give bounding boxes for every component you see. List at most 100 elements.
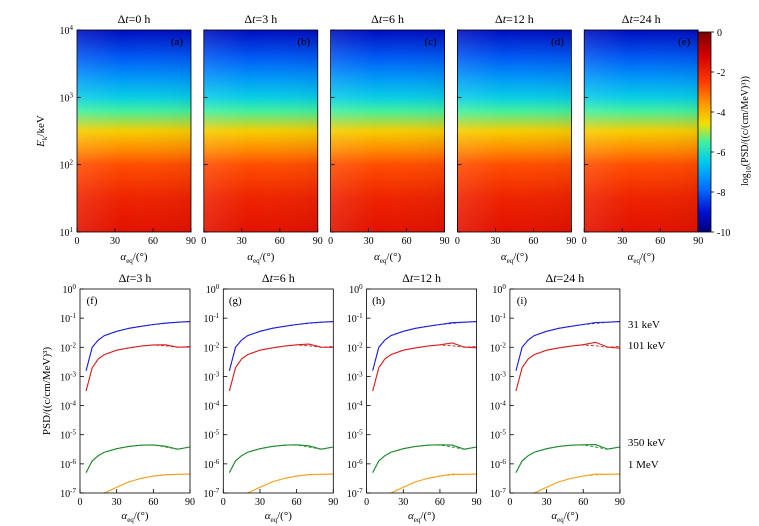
series-line bbox=[246, 473, 334, 493]
x-tick-label: 60 bbox=[578, 497, 588, 508]
x-tick-label: 30 bbox=[237, 236, 247, 247]
x-axis-label: αeq/(°) bbox=[628, 251, 656, 265]
series-line bbox=[228, 343, 334, 392]
x-axis-label: αeq/(°) bbox=[121, 510, 149, 524]
y-tick-label: 102 bbox=[60, 159, 74, 172]
heatmap-frame bbox=[330, 29, 446, 233]
heatmap-shade bbox=[77, 30, 191, 232]
y-tick-label: 10-2 bbox=[60, 341, 76, 354]
x-tick-label: 30 bbox=[255, 497, 265, 508]
heatmap-shade bbox=[203, 30, 318, 232]
panel-label: (b) bbox=[297, 36, 310, 48]
y-tick-label: 10-5 bbox=[347, 429, 363, 442]
x-tick-label: 30 bbox=[112, 497, 122, 508]
series-line bbox=[372, 342, 477, 392]
x-tick-label: 0 bbox=[201, 236, 206, 247]
series-line bbox=[515, 341, 620, 392]
x-tick-label: 60 bbox=[402, 236, 412, 247]
panel-label: (c) bbox=[424, 36, 437, 48]
x-axis-label: αeq/(°) bbox=[120, 251, 148, 265]
colorbar-scale bbox=[697, 31, 712, 233]
series-line bbox=[372, 444, 477, 473]
y-tick-label: 10-4 bbox=[490, 400, 506, 413]
y-tick-label: 100 bbox=[492, 283, 506, 296]
heatmap-frame bbox=[76, 29, 192, 233]
x-tick-label: 60 bbox=[528, 236, 538, 247]
y-tick-label: 10-2 bbox=[203, 341, 219, 354]
plot-area bbox=[515, 321, 620, 493]
y-tick-label: 10-1 bbox=[203, 312, 219, 325]
y-tick-label: 10-2 bbox=[347, 341, 363, 354]
heatmap-panel: Δt=6 h (c) 0 30 60 90 αeq/(°) bbox=[328, 12, 450, 265]
colorbar-tick-label: -10 bbox=[717, 228, 730, 239]
series-line bbox=[85, 321, 190, 371]
x-tick-label: 0 bbox=[75, 236, 80, 247]
colorbar: 0 -2 -4 -6 -8 -10 log10(PSD/((c/(cm/MeV)³)) bbox=[697, 28, 753, 239]
x-tick-label: 90 bbox=[440, 236, 450, 247]
y-tick-label: 10-7 bbox=[490, 487, 506, 500]
y-tick-label: 10-3 bbox=[60, 370, 76, 383]
panel-title: Δt=6 h bbox=[262, 271, 295, 285]
panel-label: (h) bbox=[372, 295, 385, 307]
x-tick-label: 30 bbox=[490, 236, 500, 247]
line-panel: Δt=3 h (f) 0 30 60 90 αeq/(°) 100 10-1 10-2 10-3 10… bbox=[60, 271, 195, 524]
series-initial-line bbox=[515, 444, 620, 473]
plot-area bbox=[228, 321, 334, 493]
series-line bbox=[372, 321, 477, 371]
x-axis-label: αeq/(°) bbox=[374, 251, 402, 265]
series-label: 101 keV bbox=[628, 340, 666, 352]
series-label: 31 keV bbox=[628, 319, 660, 331]
x-tick-label: 0 bbox=[582, 236, 587, 247]
y-tick-label: 10-7 bbox=[203, 487, 219, 500]
x-tick-label: 60 bbox=[148, 497, 158, 508]
heatmap-panel: Δt=0 h (a) 0 30 60 90 αeq/(°) 101 102 103 104 bbox=[60, 12, 197, 265]
panel-label: (a) bbox=[171, 36, 184, 48]
x-tick-label: 90 bbox=[185, 497, 195, 508]
panel-title: Δt=12 h bbox=[402, 271, 441, 285]
series-initial-line bbox=[372, 444, 477, 473]
panel-label: (e) bbox=[678, 36, 691, 48]
x-axis-label: αeq/(°) bbox=[247, 251, 275, 265]
series-line bbox=[103, 473, 190, 493]
series-label: 1 MeV bbox=[628, 459, 659, 471]
x-axis-label: αeq/(°) bbox=[408, 510, 436, 524]
x-tick-label: 90 bbox=[328, 497, 338, 508]
y-tick-label: 10-1 bbox=[347, 312, 363, 325]
panel-title: Δt=6 h bbox=[371, 12, 404, 26]
x-tick-label: 90 bbox=[472, 497, 482, 508]
series-line bbox=[228, 321, 334, 371]
y-tick-label: 10-1 bbox=[490, 312, 506, 325]
x-tick-label: 90 bbox=[693, 236, 703, 247]
y-tick-label: 10-4 bbox=[347, 400, 363, 413]
y-tick-label: 103 bbox=[60, 91, 74, 104]
heatmap-row: Δt=0 h (a) 0 30 60 90 αeq/(°) 101 102 103 104 Δt=3 … bbox=[35, 12, 703, 265]
series-initial-line bbox=[85, 344, 190, 392]
y-tick-label: 100 bbox=[206, 283, 220, 296]
line-row: Δt=3 h (f) 0 30 60 90 αeq/(°) 100 10-1 10-2 10-3 10… bbox=[41, 271, 666, 524]
line-panel: Δt=12 h (h) 0 30 60 90 αeq/(°) 100 10-1 10-2 10-3 1… bbox=[347, 271, 482, 524]
x-tick-label: 90 bbox=[313, 236, 323, 247]
y-tick-label: 10-5 bbox=[60, 429, 76, 442]
plot-area bbox=[85, 321, 190, 493]
x-tick-label: 90 bbox=[186, 236, 196, 247]
heatmap-panel: Δt=24 h (e) 0 30 60 90 αeq/(°) bbox=[582, 12, 704, 265]
series-line bbox=[533, 473, 620, 493]
y-tick-label: 10-6 bbox=[60, 458, 76, 471]
x-tick-label: 90 bbox=[615, 497, 625, 508]
x-tick-label: 0 bbox=[328, 236, 333, 247]
panel-title: Δt=3 h bbox=[119, 271, 152, 285]
x-axis-label: αeq/(°) bbox=[551, 510, 579, 524]
colorbar-tick-label: -6 bbox=[717, 148, 725, 159]
y-tick-label: 101 bbox=[60, 226, 74, 239]
panel-title: Δt=24 h bbox=[545, 271, 584, 285]
heatmap-shade bbox=[457, 30, 572, 232]
colorbar-label: log10(PSD/((c/(cm/MeV)³)) bbox=[740, 76, 753, 186]
y-tick-label: 10-6 bbox=[203, 458, 219, 471]
heatmap-panel: Δt=12 h (d) 0 30 60 90 αeq/(°) bbox=[455, 12, 577, 265]
y-tick-label: 10-4 bbox=[60, 400, 76, 413]
heatmap-frame bbox=[456, 29, 572, 233]
colorbar-tick-label: -2 bbox=[717, 68, 725, 79]
colorbar-tick-label: 0 bbox=[717, 28, 722, 39]
x-tick-label: 60 bbox=[435, 497, 445, 508]
y-tick-label: 10-5 bbox=[203, 429, 219, 442]
